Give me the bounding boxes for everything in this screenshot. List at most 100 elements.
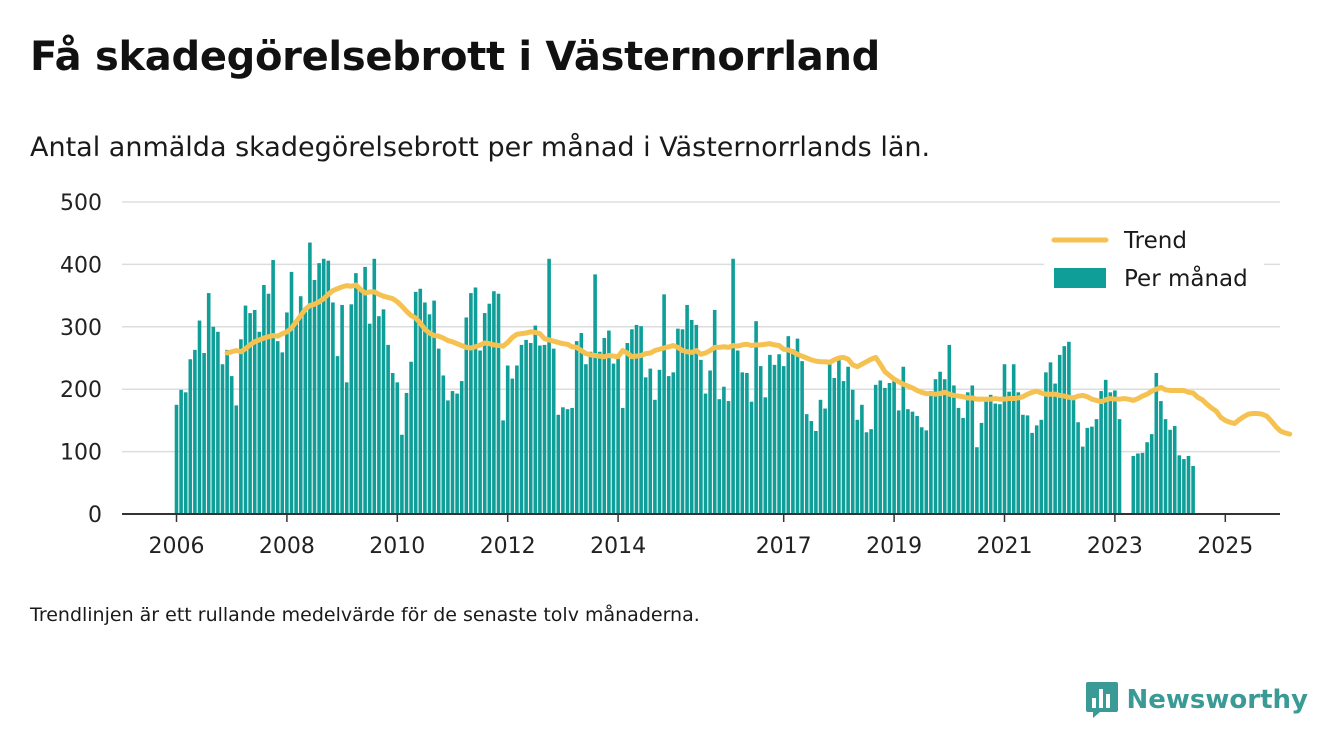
bar [478,350,482,514]
bar [938,371,942,514]
bar [846,366,850,514]
bar [639,326,643,514]
bar [869,429,873,514]
chart-title: Få skadegörelsebrott i Västernorrland [30,34,880,80]
legend-bars-label: Per månad [1124,264,1248,292]
bar [1025,415,1030,514]
bar [354,273,358,514]
bar [275,341,280,514]
bar [648,368,653,514]
bar [381,309,386,514]
bar-line-chart: 0 100 200 300 400 500 2006 2008 2010 2012 2014 201… [60,191,1293,559]
bar [988,394,993,514]
bar [676,328,680,514]
bar [413,291,418,514]
bar [363,266,367,514]
bar [1090,426,1094,514]
bar [358,287,363,514]
bar [1044,372,1048,514]
bar [1186,455,1191,514]
legend-bars-swatch [1054,268,1106,288]
bar [616,358,620,514]
bar [482,313,487,514]
bar [556,414,561,514]
bar [1099,391,1103,514]
bar [216,331,220,514]
bar [864,432,869,514]
bar [712,309,717,514]
bar-chart-speech-bubble-icon [1085,682,1118,718]
bar [395,382,400,514]
y-tick-label: 500 [60,191,102,216]
bar [703,393,708,514]
bar [1172,426,1177,514]
bar [694,324,699,514]
bar [427,314,432,514]
bar [777,354,781,514]
bar [487,303,492,514]
bar [349,304,354,514]
x-tick-label: 2025 [1197,534,1253,559]
bar [827,360,832,514]
x-tick-label: 2014 [590,534,646,559]
bar [791,349,795,514]
bar [998,404,1002,514]
bar [239,339,243,514]
y-tick-label: 0 [88,503,102,528]
bar [906,409,910,514]
bar [1140,452,1145,514]
bar [252,309,257,514]
bar [262,284,266,514]
bar [722,386,726,514]
bar [400,434,404,514]
bar [528,343,533,514]
bar [289,271,294,514]
bar [735,350,740,514]
bar [174,404,179,514]
bar [243,305,248,514]
bar [607,330,611,514]
bar [285,312,289,514]
bar [653,399,657,514]
bar [809,421,814,514]
bar [496,293,501,514]
bar [551,348,556,514]
bar [662,294,666,514]
bar [1182,459,1186,514]
bar [942,379,947,514]
bar [561,407,565,514]
bar [331,302,335,514]
bar [266,293,271,514]
y-axis-tick-labels: 0 100 200 300 400 500 [60,191,102,528]
bar [823,408,827,514]
bar [1113,390,1117,514]
bar [731,258,735,514]
trend-line [224,282,1293,437]
bar [956,407,961,514]
bar [602,338,607,514]
bar [450,391,455,514]
bar [492,291,496,514]
bar [1067,341,1071,514]
bar [1053,383,1057,514]
y-tick-label: 100 [60,441,102,466]
bar [666,376,671,514]
bar [1002,364,1007,514]
bar [418,288,423,514]
bar [193,349,197,514]
bar [1177,455,1182,514]
bar [772,364,777,514]
bar [248,313,252,514]
bar [220,364,225,514]
bar [1016,392,1021,514]
x-tick-label: 2010 [369,534,425,559]
bar [459,381,464,514]
bar [593,274,597,514]
bar [800,361,804,514]
brand-logo[interactable]: Newsworthy [1085,680,1308,720]
bar [726,401,731,514]
bar [501,420,505,514]
bar [1163,419,1168,514]
bar [308,242,312,514]
bar [965,392,970,514]
